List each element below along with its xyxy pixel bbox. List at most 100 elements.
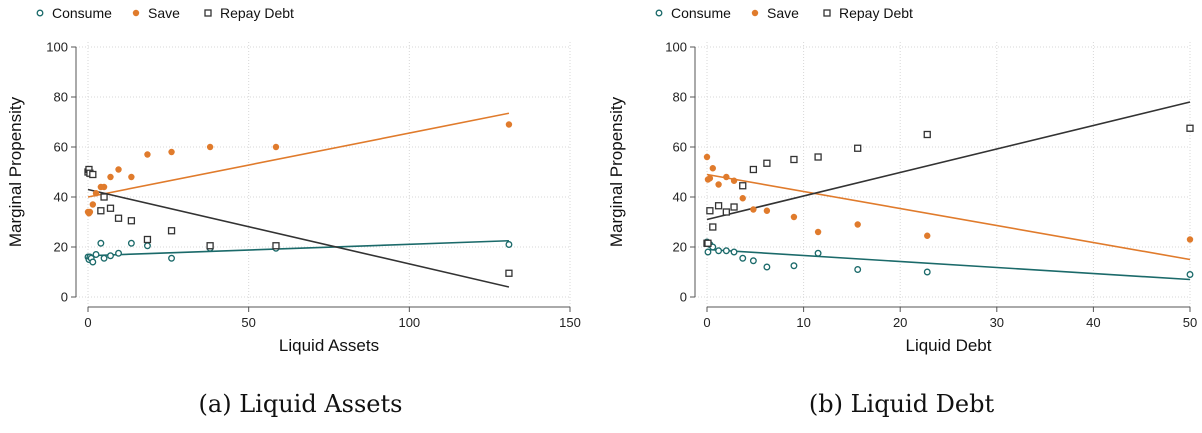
x-axis-title: Liquid Debt	[905, 336, 991, 355]
legend-marker	[36, 9, 44, 17]
y-tick-label: 0	[61, 290, 68, 305]
legend-marker	[132, 9, 140, 17]
data-point	[790, 213, 798, 221]
data-point	[107, 252, 114, 260]
fit-line	[87, 188, 510, 288]
data-point	[722, 208, 730, 216]
data-point	[505, 121, 513, 128]
x-tick-label: 150	[559, 315, 581, 330]
caption-liquid-debt: (b) Liquid Debt	[808, 390, 995, 418]
legend-label: Repay Debt	[220, 5, 294, 21]
data-point	[739, 195, 746, 202]
data-point	[168, 148, 175, 156]
data-point	[923, 268, 931, 276]
data-point	[100, 193, 108, 201]
legend-marker	[655, 9, 663, 17]
data-point	[100, 183, 108, 191]
y-tick-label: 0	[680, 290, 687, 305]
data-point	[206, 143, 214, 151]
data-point	[86, 208, 94, 216]
chart-liquid-assets: 0 20 40 60 80 100 0 50 100 150 Liquid Assets Margin…	[6, 5, 581, 355]
x-tick-label: 20	[893, 315, 907, 330]
data-point	[739, 254, 747, 262]
data-point	[924, 232, 931, 239]
data-point	[127, 217, 136, 225]
data-point	[923, 130, 931, 139]
data-point	[168, 254, 175, 262]
fit-line	[706, 173, 1191, 261]
data-point	[706, 175, 714, 182]
data-point	[1186, 236, 1194, 243]
y-tick-label: 80	[673, 90, 687, 105]
data-point	[100, 254, 108, 262]
caption-liquid-assets: (a) Liquid Assets	[198, 390, 403, 418]
x-tick-label: 100	[398, 315, 420, 330]
data-point	[115, 249, 122, 257]
data-point	[97, 239, 105, 247]
x-tick-label: 0	[703, 315, 710, 330]
y-axis-title: Marginal Propensity	[607, 96, 626, 247]
data-point	[505, 269, 513, 277]
data-point	[272, 143, 280, 151]
data-point	[127, 239, 135, 247]
data-point	[722, 247, 730, 255]
data-point	[107, 173, 114, 181]
data-point	[89, 170, 97, 179]
data-point	[739, 182, 747, 190]
data-point	[89, 258, 97, 266]
fit-line	[87, 112, 510, 198]
data-point	[709, 165, 716, 172]
legend-marker	[751, 9, 759, 17]
y-axis-title: Marginal Propensity	[6, 96, 25, 247]
data-point	[750, 206, 757, 213]
data-point	[814, 153, 822, 161]
data-point	[144, 151, 151, 158]
data-point	[715, 247, 723, 255]
data-point	[143, 235, 152, 244]
data-point	[97, 207, 105, 215]
data-point	[814, 249, 822, 257]
data-point	[730, 248, 738, 256]
legend-marker	[823, 9, 831, 17]
y-tick-label: 20	[54, 240, 68, 255]
legend-label: Repay Debt	[839, 5, 913, 21]
data-point	[167, 227, 176, 235]
y-tick-label: 100	[46, 40, 68, 55]
data-point	[89, 201, 97, 208]
data-point	[114, 214, 123, 222]
data-point	[206, 242, 214, 250]
x-tick-label: 40	[1086, 315, 1100, 330]
data-point	[709, 223, 717, 231]
data-point	[92, 251, 100, 258]
data-point	[92, 190, 100, 197]
data-point	[106, 204, 115, 212]
data-point	[730, 177, 738, 184]
legend-label: Consume	[52, 5, 112, 21]
legend-marker	[204, 9, 212, 17]
data-point	[790, 155, 798, 164]
data-point	[854, 144, 862, 152]
x-tick-label: 0	[84, 315, 91, 330]
data-point	[749, 257, 757, 265]
y-tick-label: 100	[665, 40, 687, 55]
data-point	[854, 221, 861, 228]
data-point	[714, 202, 723, 210]
fit-line	[87, 239, 509, 257]
data-point	[790, 262, 798, 270]
x-tick-label: 10	[796, 315, 810, 330]
fit-line	[706, 101, 1191, 221]
data-point	[1186, 271, 1194, 278]
fit-line	[706, 248, 1191, 281]
y-tick-label: 20	[673, 240, 687, 255]
x-axis-title: Liquid Assets	[279, 336, 379, 355]
x-tick-label: 50	[1183, 315, 1197, 330]
y-tick-label: 60	[673, 140, 687, 155]
chart-panel-liquid-assets: 0 20 40 60 80 100 0 50 100 150 Liquid Assets Margin…	[6, 5, 581, 418]
data-point	[706, 207, 714, 215]
x-tick-label: 50	[241, 315, 255, 330]
data-point	[814, 228, 822, 236]
chart-panel-liquid-debt: 0 20 40 60 80 100 0 10 20 30 40 50 Liquid Debt Margin…	[601, 0, 1202, 433]
chart-liquid-debt: 0 20 40 60 80 100 0 10 20 30 40 50 Liquid Debt Margin…	[607, 5, 1197, 355]
data-point	[723, 173, 730, 181]
y-tick-label: 60	[54, 140, 68, 155]
